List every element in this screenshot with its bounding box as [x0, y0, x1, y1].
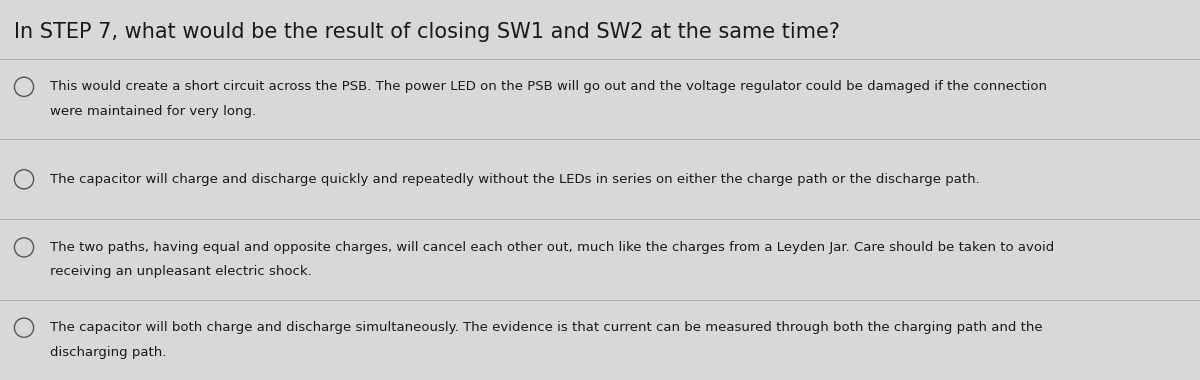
Text: In STEP 7, what would be the result of closing SW1 and SW2 at the same time?: In STEP 7, what would be the result of c… [14, 22, 840, 43]
Text: discharging path.: discharging path. [50, 345, 167, 359]
Text: This would create a short circuit across the PSB. The power LED on the PSB will : This would create a short circuit across… [50, 80, 1048, 93]
Text: The two paths, having equal and opposite charges, will cancel each other out, mu: The two paths, having equal and opposite… [50, 241, 1055, 254]
Text: were maintained for very long.: were maintained for very long. [50, 105, 257, 118]
Text: receiving an unpleasant electric shock.: receiving an unpleasant electric shock. [50, 265, 312, 278]
Text: The capacitor will both charge and discharge simultaneously. The evidence is tha: The capacitor will both charge and disch… [50, 321, 1043, 334]
Text: The capacitor will charge and discharge quickly and repeatedly without the LEDs : The capacitor will charge and discharge … [50, 173, 980, 186]
